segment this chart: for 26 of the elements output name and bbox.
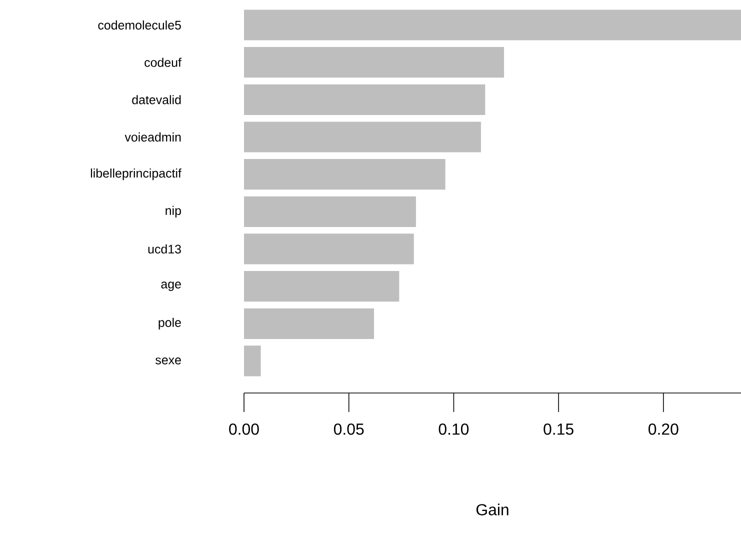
- bar: [244, 122, 481, 152]
- y-tick-label: codemolecule5: [98, 20, 181, 30]
- y-tick-label: age: [161, 282, 181, 291]
- bar: [244, 234, 414, 264]
- y-tick-label: voieadmin: [124, 132, 181, 142]
- bar: [244, 159, 446, 190]
- y-tick-label: pole: [158, 318, 181, 330]
- y-tick-label: nip: [166, 206, 181, 218]
- x-tick-label: 0.20: [648, 424, 678, 435]
- y-tick-label: libelleprincipactif: [90, 168, 182, 180]
- bar: [244, 47, 504, 78]
- y-tick-label: ucd13: [148, 244, 181, 254]
- y-tick-label: datevalid: [132, 95, 181, 104]
- y-tick-label: codeuf: [144, 58, 182, 67]
- y-tick-label: sexe: [156, 358, 181, 364]
- x-tick-label: 0.15: [544, 424, 574, 435]
- x-tick-label: 0.05: [334, 424, 364, 435]
- bar: [244, 196, 416, 227]
- bar: [244, 308, 374, 339]
- bar: [244, 10, 741, 40]
- bar: [244, 84, 486, 115]
- x-tick-label: 0.10: [438, 424, 469, 435]
- bar: [244, 271, 400, 302]
- bar: [244, 346, 261, 376]
- x-tick-label: 0.00: [229, 424, 259, 435]
- x-axis-title: Gain: [476, 504, 508, 516]
